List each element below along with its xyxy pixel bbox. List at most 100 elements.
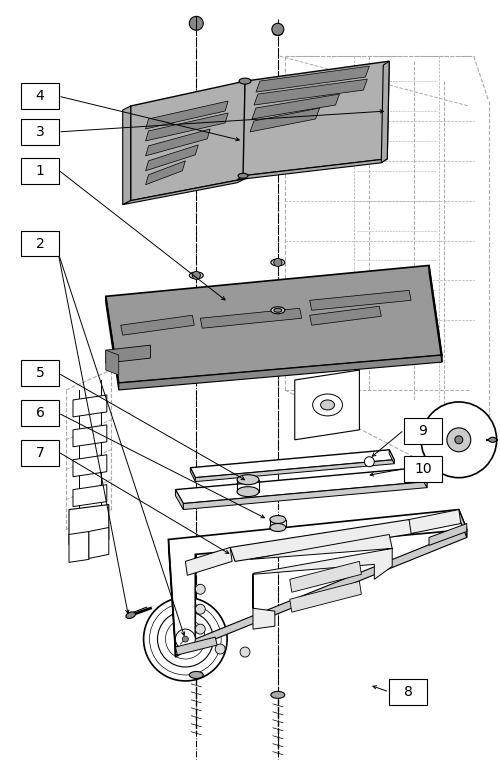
Text: 4: 4 xyxy=(36,89,44,103)
Circle shape xyxy=(364,457,374,467)
Polygon shape xyxy=(190,450,394,478)
Polygon shape xyxy=(120,315,194,335)
Ellipse shape xyxy=(239,78,251,84)
Circle shape xyxy=(240,647,250,657)
Polygon shape xyxy=(176,467,427,504)
Ellipse shape xyxy=(192,21,202,26)
Polygon shape xyxy=(196,460,394,481)
Ellipse shape xyxy=(190,672,203,679)
Polygon shape xyxy=(459,509,467,537)
Circle shape xyxy=(166,619,205,659)
Ellipse shape xyxy=(320,400,334,410)
Polygon shape xyxy=(69,505,109,544)
Polygon shape xyxy=(389,450,394,464)
Polygon shape xyxy=(250,108,320,132)
Polygon shape xyxy=(168,509,467,657)
Polygon shape xyxy=(310,290,411,310)
Bar xyxy=(22,119,59,145)
Circle shape xyxy=(190,16,203,30)
Polygon shape xyxy=(176,529,467,655)
Circle shape xyxy=(176,629,196,649)
Bar xyxy=(404,418,442,444)
Polygon shape xyxy=(290,581,362,612)
Polygon shape xyxy=(200,308,302,328)
Text: 6: 6 xyxy=(36,406,44,420)
Ellipse shape xyxy=(190,272,203,279)
Polygon shape xyxy=(146,145,199,171)
Polygon shape xyxy=(429,523,467,546)
Polygon shape xyxy=(176,490,184,509)
Polygon shape xyxy=(73,485,107,506)
Circle shape xyxy=(447,428,471,452)
Bar xyxy=(22,158,59,183)
Polygon shape xyxy=(250,535,392,629)
Polygon shape xyxy=(106,265,442,383)
Polygon shape xyxy=(146,113,228,141)
Polygon shape xyxy=(146,129,210,156)
Polygon shape xyxy=(106,350,118,375)
Bar xyxy=(404,456,442,481)
Polygon shape xyxy=(230,519,414,561)
Polygon shape xyxy=(382,61,389,163)
Text: 10: 10 xyxy=(414,462,432,476)
Text: 9: 9 xyxy=(418,424,428,438)
Bar xyxy=(22,83,59,109)
Polygon shape xyxy=(176,637,217,655)
Ellipse shape xyxy=(270,523,286,532)
Text: 2: 2 xyxy=(36,237,44,251)
Bar xyxy=(22,400,59,426)
Polygon shape xyxy=(237,159,387,180)
Ellipse shape xyxy=(237,487,259,497)
Circle shape xyxy=(196,584,205,594)
Polygon shape xyxy=(168,539,175,655)
Polygon shape xyxy=(118,355,442,390)
Circle shape xyxy=(274,259,282,266)
Polygon shape xyxy=(310,307,382,325)
Polygon shape xyxy=(190,467,196,481)
Bar xyxy=(389,679,427,705)
Polygon shape xyxy=(290,561,362,592)
Polygon shape xyxy=(73,425,107,447)
Polygon shape xyxy=(69,532,89,563)
Text: 7: 7 xyxy=(36,446,44,460)
Polygon shape xyxy=(429,265,442,362)
Polygon shape xyxy=(256,66,370,92)
Polygon shape xyxy=(184,481,427,509)
Text: 8: 8 xyxy=(404,685,412,699)
Ellipse shape xyxy=(271,259,285,266)
Ellipse shape xyxy=(192,273,200,277)
Polygon shape xyxy=(106,296,118,390)
Ellipse shape xyxy=(271,307,285,313)
Ellipse shape xyxy=(274,308,282,312)
Circle shape xyxy=(192,272,200,279)
Circle shape xyxy=(158,611,213,667)
Polygon shape xyxy=(146,161,186,185)
Polygon shape xyxy=(252,94,340,119)
Circle shape xyxy=(150,603,221,675)
Polygon shape xyxy=(73,509,107,532)
Polygon shape xyxy=(243,61,389,176)
Text: 5: 5 xyxy=(36,366,44,380)
Polygon shape xyxy=(130,81,245,200)
Polygon shape xyxy=(89,528,109,558)
Ellipse shape xyxy=(126,612,136,618)
Polygon shape xyxy=(146,101,228,129)
Polygon shape xyxy=(409,509,461,533)
Text: 1: 1 xyxy=(36,164,44,178)
Text: 3: 3 xyxy=(36,125,44,139)
Ellipse shape xyxy=(488,437,496,442)
Circle shape xyxy=(215,644,225,654)
Polygon shape xyxy=(73,455,107,477)
Bar xyxy=(22,231,59,256)
Polygon shape xyxy=(73,395,107,417)
Polygon shape xyxy=(295,370,360,440)
Polygon shape xyxy=(122,106,130,204)
Circle shape xyxy=(421,402,496,478)
Circle shape xyxy=(182,636,188,642)
Ellipse shape xyxy=(274,261,282,265)
Polygon shape xyxy=(419,467,427,488)
Ellipse shape xyxy=(312,394,342,416)
Ellipse shape xyxy=(238,173,248,178)
Ellipse shape xyxy=(270,515,286,523)
Bar xyxy=(22,440,59,466)
